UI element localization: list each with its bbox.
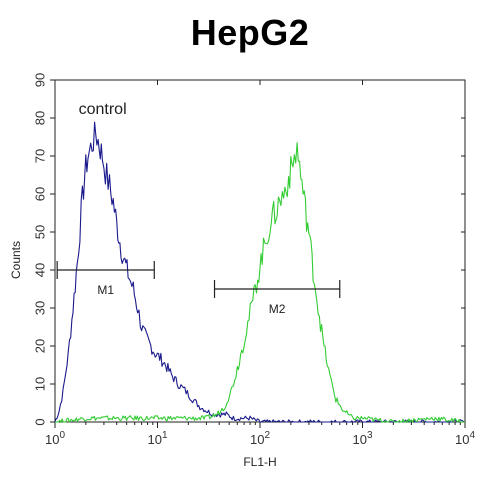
x-tick-exp: 4 — [469, 430, 475, 441]
x-tick-exp: 2 — [264, 430, 270, 441]
x-tick-label: 102 — [250, 430, 270, 447]
chart-title: HepG2 — [190, 12, 310, 53]
x-axis: 100 101 102 103 104 — [45, 80, 475, 447]
y-tick-label: 30 — [32, 301, 47, 315]
x-tick-base: 10 — [250, 432, 264, 447]
y-axis: 0 10 20 30 40 50 60 70 80 90 — [32, 73, 465, 426]
x-tick-base: 10 — [147, 432, 161, 447]
y-axis-label: Counts — [9, 241, 23, 279]
series-layer — [54, 121, 466, 423]
y-tick-label: 70 — [32, 149, 47, 163]
x-axis-label: FL1-H — [243, 455, 276, 469]
y-tick-label: 50 — [32, 225, 47, 239]
marker-label: M2 — [269, 302, 286, 316]
x-tick-base: 10 — [352, 432, 366, 447]
y-tick-label: 80 — [32, 111, 47, 125]
x-tick-base: 10 — [455, 432, 469, 447]
x-tick-exp: 0 — [59, 430, 65, 441]
series-annotation-label: control — [79, 101, 127, 118]
x-tick-base: 10 — [45, 432, 59, 447]
series-line-2 — [55, 142, 465, 423]
x-tick-exp: 3 — [367, 430, 373, 441]
x-tick-label: 101 — [147, 430, 167, 447]
marker-label: M1 — [97, 283, 114, 297]
y-tick-label: 90 — [32, 73, 47, 87]
x-tick-exp: 1 — [162, 430, 168, 441]
y-tick-label: 20 — [32, 339, 47, 353]
plot-frame — [54, 79, 466, 423]
x-tick-label: 103 — [352, 430, 372, 447]
y-tick-label: 10 — [32, 377, 47, 391]
annotations: control M1 M2 — [56, 101, 341, 316]
x-tick-label: 100 — [45, 430, 65, 447]
y-tick-label: 0 — [32, 418, 47, 425]
y-tick-label: 40 — [32, 263, 47, 277]
x-tick-label: 104 — [455, 430, 475, 447]
y-tick-label: 60 — [32, 187, 47, 201]
